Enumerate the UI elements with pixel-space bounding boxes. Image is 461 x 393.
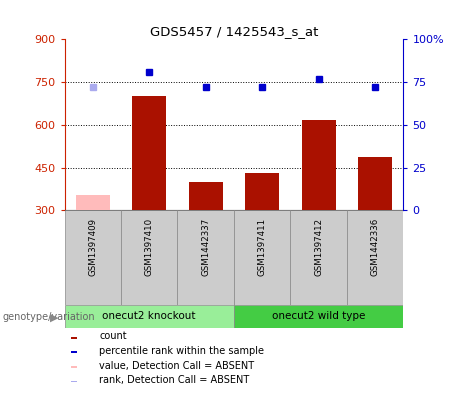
Bar bbox=[358, 157, 392, 210]
Bar bbox=[65, 305, 234, 328]
Bar bbox=[234, 305, 403, 328]
Bar bbox=[71, 351, 77, 353]
Bar bbox=[76, 195, 110, 210]
Bar bbox=[177, 210, 234, 305]
Text: GSM1397412: GSM1397412 bbox=[314, 218, 323, 276]
Text: count: count bbox=[99, 331, 127, 342]
Bar bbox=[132, 96, 166, 210]
Text: ▶: ▶ bbox=[50, 312, 58, 322]
Text: GSM1442336: GSM1442336 bbox=[371, 218, 380, 276]
Bar bbox=[71, 380, 77, 382]
Bar bbox=[290, 210, 347, 305]
Text: rank, Detection Call = ABSENT: rank, Detection Call = ABSENT bbox=[99, 375, 249, 385]
Text: GSM1442337: GSM1442337 bbox=[201, 218, 210, 276]
Bar bbox=[234, 210, 290, 305]
Title: GDS5457 / 1425543_s_at: GDS5457 / 1425543_s_at bbox=[150, 25, 318, 38]
Bar bbox=[301, 119, 336, 210]
Bar bbox=[245, 173, 279, 210]
Text: GSM1397411: GSM1397411 bbox=[258, 218, 267, 276]
Text: percentile rank within the sample: percentile rank within the sample bbox=[99, 346, 264, 356]
Text: value, Detection Call = ABSENT: value, Detection Call = ABSENT bbox=[99, 361, 254, 371]
Text: GSM1397409: GSM1397409 bbox=[88, 218, 97, 276]
Bar bbox=[71, 337, 77, 338]
Text: onecut2 knockout: onecut2 knockout bbox=[102, 311, 196, 321]
Bar bbox=[71, 366, 77, 368]
Text: GSM1397410: GSM1397410 bbox=[145, 218, 154, 276]
Text: onecut2 wild type: onecut2 wild type bbox=[272, 311, 366, 321]
Bar bbox=[189, 182, 223, 210]
Text: genotype/variation: genotype/variation bbox=[2, 312, 95, 322]
Bar bbox=[347, 210, 403, 305]
Bar bbox=[121, 210, 177, 305]
Bar bbox=[65, 210, 121, 305]
